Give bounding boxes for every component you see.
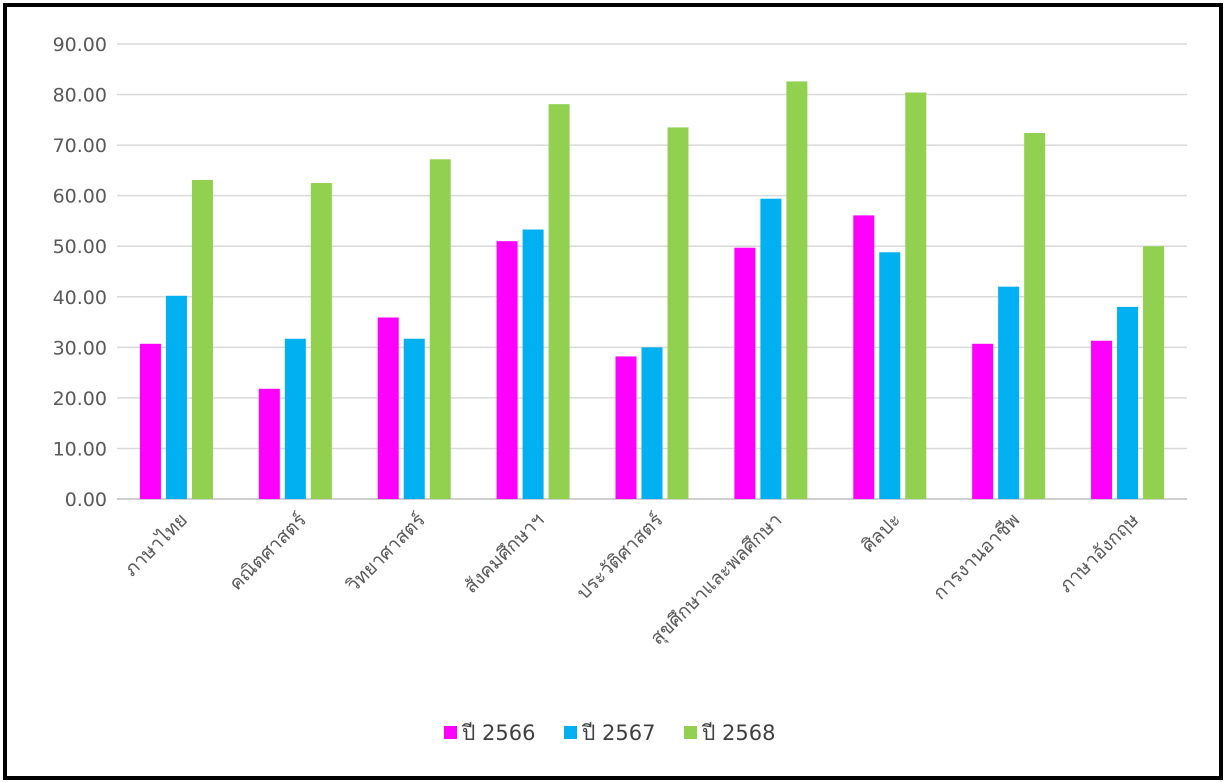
bar	[403, 338, 425, 499]
legend-swatch	[684, 726, 697, 739]
x-tick-label: สังคมศึกษาฯ	[460, 509, 549, 598]
bar	[522, 229, 544, 500]
bar	[853, 215, 875, 499]
bar-chart: 0.00 10.00 20.00 30.00 40.00 50.00 60.00 70.00 8…	[53, 34, 1187, 745]
bar	[191, 179, 213, 499]
bar	[429, 159, 451, 499]
y-tick-label: 60.00	[53, 186, 107, 208]
x-axis: ภาษาไทย คณิตศาสตร์ วิทยาศาสตร์ สังคมศึกษาฯ ป…	[120, 509, 1143, 650]
legend: ปี 2566 ปี 2567 ปี 2568	[444, 721, 775, 745]
y-tick-label: 10.00	[53, 438, 107, 460]
bar	[1091, 340, 1113, 499]
bar	[641, 347, 663, 499]
y-tick-label: 90.00	[53, 34, 107, 56]
bar	[548, 104, 570, 500]
bar	[1117, 306, 1139, 499]
y-tick-label: 80.00	[53, 85, 107, 107]
legend-label: ปี 2567	[581, 721, 655, 745]
bar	[284, 338, 306, 499]
bar	[377, 317, 399, 499]
bar	[879, 252, 901, 499]
bar	[139, 343, 161, 499]
bar	[310, 183, 332, 499]
y-tick-label: 20.00	[53, 388, 107, 410]
y-tick-label: 30.00	[53, 337, 107, 359]
legend-swatch	[564, 726, 577, 739]
x-tick-label: คณิตศาสตร์	[225, 509, 311, 595]
bar	[496, 241, 518, 499]
x-tick-label: การงานอาชีพ	[929, 509, 1024, 604]
chart-frame: 0.00 10.00 20.00 30.00 40.00 50.00 60.00 70.00 8…	[3, 3, 1223, 780]
legend-label: ปี 2566	[461, 721, 535, 745]
bar	[667, 127, 689, 500]
bar	[615, 356, 637, 499]
bars	[139, 81, 1165, 500]
x-tick-label: ศิลปะ	[857, 509, 905, 557]
y-tick-label: 70.00	[53, 135, 107, 157]
bar	[258, 388, 280, 499]
bar	[905, 92, 927, 500]
x-tick-label: ประวัติศาสตร์	[573, 509, 668, 604]
bar	[165, 295, 187, 499]
bar	[734, 247, 756, 499]
x-tick-label: ภาษาไทย	[120, 509, 192, 581]
legend-swatch	[444, 726, 457, 739]
x-tick-label: วิทยาศาสตร์	[342, 509, 430, 597]
legend-label: ปี 2568	[701, 721, 775, 745]
bar	[760, 198, 782, 499]
bar	[998, 286, 1020, 499]
y-axis: 0.00 10.00 20.00 30.00 40.00 50.00 60.00 70.00 8…	[53, 34, 107, 511]
y-tick-label: 40.00	[53, 287, 107, 309]
x-tick-label: ภาษาอังกฤษ	[1055, 509, 1143, 597]
bar	[1024, 132, 1046, 499]
y-tick-label: 0.00	[65, 489, 107, 511]
x-tick-label: สุขศึกษาและพลศึกษา	[646, 509, 787, 650]
bar	[972, 343, 994, 499]
bar	[786, 81, 808, 500]
bar	[1143, 246, 1165, 499]
y-tick-label: 50.00	[53, 236, 107, 258]
